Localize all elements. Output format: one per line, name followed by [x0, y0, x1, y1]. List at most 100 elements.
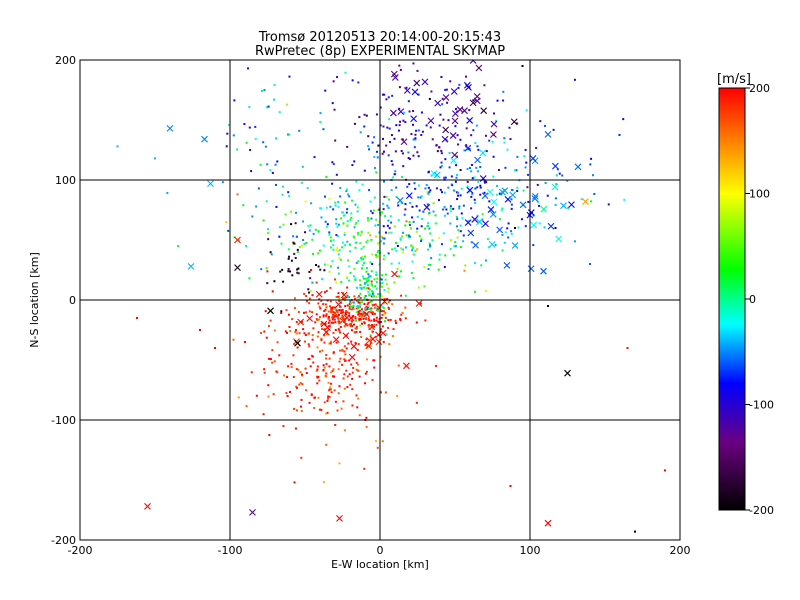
- data-point: [510, 198, 513, 201]
- data-point: [287, 257, 290, 260]
- data-point: [437, 236, 440, 239]
- data-point: [303, 242, 306, 245]
- data-point: [370, 290, 373, 293]
- data-point: [470, 195, 473, 198]
- data-point: [412, 138, 415, 141]
- data-point: [405, 220, 408, 223]
- data-point: [341, 348, 344, 351]
- data-point: [361, 275, 364, 278]
- data-point: [304, 231, 307, 234]
- data-point: [470, 134, 473, 137]
- data-point: [384, 215, 387, 218]
- data-point: [392, 328, 395, 331]
- data-point: [221, 181, 224, 184]
- y-tick-label: 0: [69, 294, 76, 307]
- data-point: [301, 374, 304, 377]
- data-point: [530, 221, 538, 229]
- data-point: [288, 75, 291, 78]
- data-point: [443, 191, 446, 194]
- data-point: [382, 341, 385, 344]
- data-point: [460, 187, 463, 190]
- data-point: [355, 368, 358, 371]
- y-tick-label: 100: [55, 174, 76, 187]
- data-point: [332, 321, 335, 324]
- data-point: [290, 259, 293, 262]
- data-point: [398, 107, 401, 110]
- data-point: [480, 225, 483, 228]
- data-point: [481, 213, 484, 216]
- data-point: [554, 203, 557, 206]
- data-point: [384, 391, 387, 394]
- data-point: [406, 185, 409, 188]
- data-point: [364, 382, 367, 385]
- data-point: [459, 224, 462, 227]
- data-point: [429, 189, 432, 192]
- data-point: [473, 97, 481, 105]
- data-point: [477, 170, 480, 173]
- data-point: [469, 99, 477, 107]
- data-point: [362, 245, 365, 248]
- data-point: [380, 309, 383, 312]
- data-point: [364, 343, 367, 346]
- data-point: [331, 309, 339, 317]
- data-point: [370, 210, 373, 213]
- data-point: [405, 234, 408, 237]
- data-point: [351, 404, 354, 407]
- data-point: [500, 193, 503, 196]
- data-point: [510, 232, 513, 235]
- data-point: [428, 211, 431, 214]
- data-point: [404, 317, 407, 320]
- data-point: [323, 269, 326, 272]
- data-point: [348, 312, 351, 315]
- data-point: [268, 357, 271, 360]
- data-point: [373, 136, 376, 139]
- data-point: [250, 170, 253, 173]
- data-point: [364, 308, 367, 311]
- data-point: [351, 377, 354, 380]
- data-point: [332, 352, 335, 355]
- data-point: [358, 302, 361, 305]
- data-point: [474, 290, 477, 293]
- data-point: [352, 308, 355, 311]
- data-point: [357, 307, 360, 310]
- data-point: [402, 248, 405, 251]
- data-point: [551, 162, 559, 170]
- data-point: [427, 248, 430, 251]
- data-point: [400, 313, 403, 316]
- data-point: [510, 189, 513, 192]
- data-point: [353, 295, 356, 298]
- data-point: [371, 303, 374, 306]
- data-point: [356, 349, 359, 352]
- data-point: [299, 382, 302, 385]
- data-point: [428, 191, 431, 194]
- data-point: [507, 236, 510, 239]
- data-point: [411, 205, 414, 208]
- data-point: [324, 323, 327, 326]
- data-point: [320, 216, 323, 219]
- data-point: [509, 485, 512, 487]
- data-point: [369, 300, 372, 303]
- data-point: [309, 224, 312, 227]
- data-point: [474, 201, 477, 204]
- data-point: [451, 117, 459, 125]
- data-point: [375, 319, 378, 322]
- data-point: [269, 319, 272, 322]
- data-point: [399, 238, 402, 241]
- data-point: [314, 228, 317, 231]
- data-point: [428, 244, 431, 247]
- data-point: [344, 311, 347, 314]
- data-point: [370, 308, 373, 311]
- data-point: [470, 170, 473, 173]
- data-point: [338, 322, 341, 325]
- data-point: [332, 336, 340, 344]
- data-point: [501, 207, 504, 210]
- data-point: [443, 214, 446, 217]
- data-point: [356, 210, 359, 213]
- data-point: [331, 161, 334, 164]
- data-point: [334, 278, 337, 281]
- data-point: [508, 126, 511, 129]
- data-point: [337, 313, 340, 316]
- data-point: [327, 395, 330, 398]
- data-point: [286, 395, 289, 398]
- data-point: [380, 321, 383, 324]
